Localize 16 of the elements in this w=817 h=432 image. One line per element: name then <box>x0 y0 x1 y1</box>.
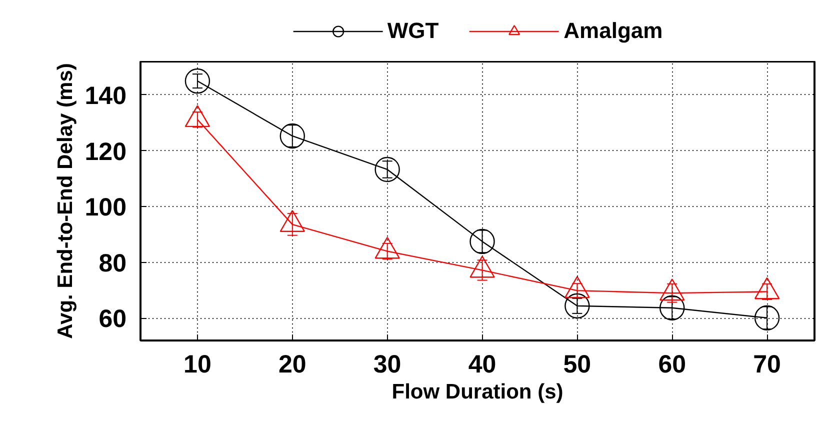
x-tick-label: 60 <box>658 350 686 378</box>
x-tick-label: 50 <box>563 350 592 378</box>
y-tick-label: 80 <box>98 249 127 278</box>
legend-label: Amalgam <box>564 18 663 44</box>
x-tick-label: 40 <box>468 350 496 378</box>
y-tick-label: 60 <box>98 305 127 334</box>
y-tick-label: 100 <box>84 194 127 222</box>
x-axis-title: Flow Duration (s) <box>392 380 564 404</box>
legend-label: WGT <box>387 18 439 44</box>
x-tick-label: 30 <box>373 350 402 378</box>
y-tick-label: 120 <box>84 138 127 166</box>
x-tick-label: 10 <box>184 350 212 378</box>
y-tick-label: 140 <box>84 82 127 110</box>
x-tick-label: 20 <box>278 350 306 378</box>
x-tick-label: 70 <box>753 350 781 378</box>
y-axis-title: Avg. End-to-End Delay (ms) <box>54 63 77 339</box>
